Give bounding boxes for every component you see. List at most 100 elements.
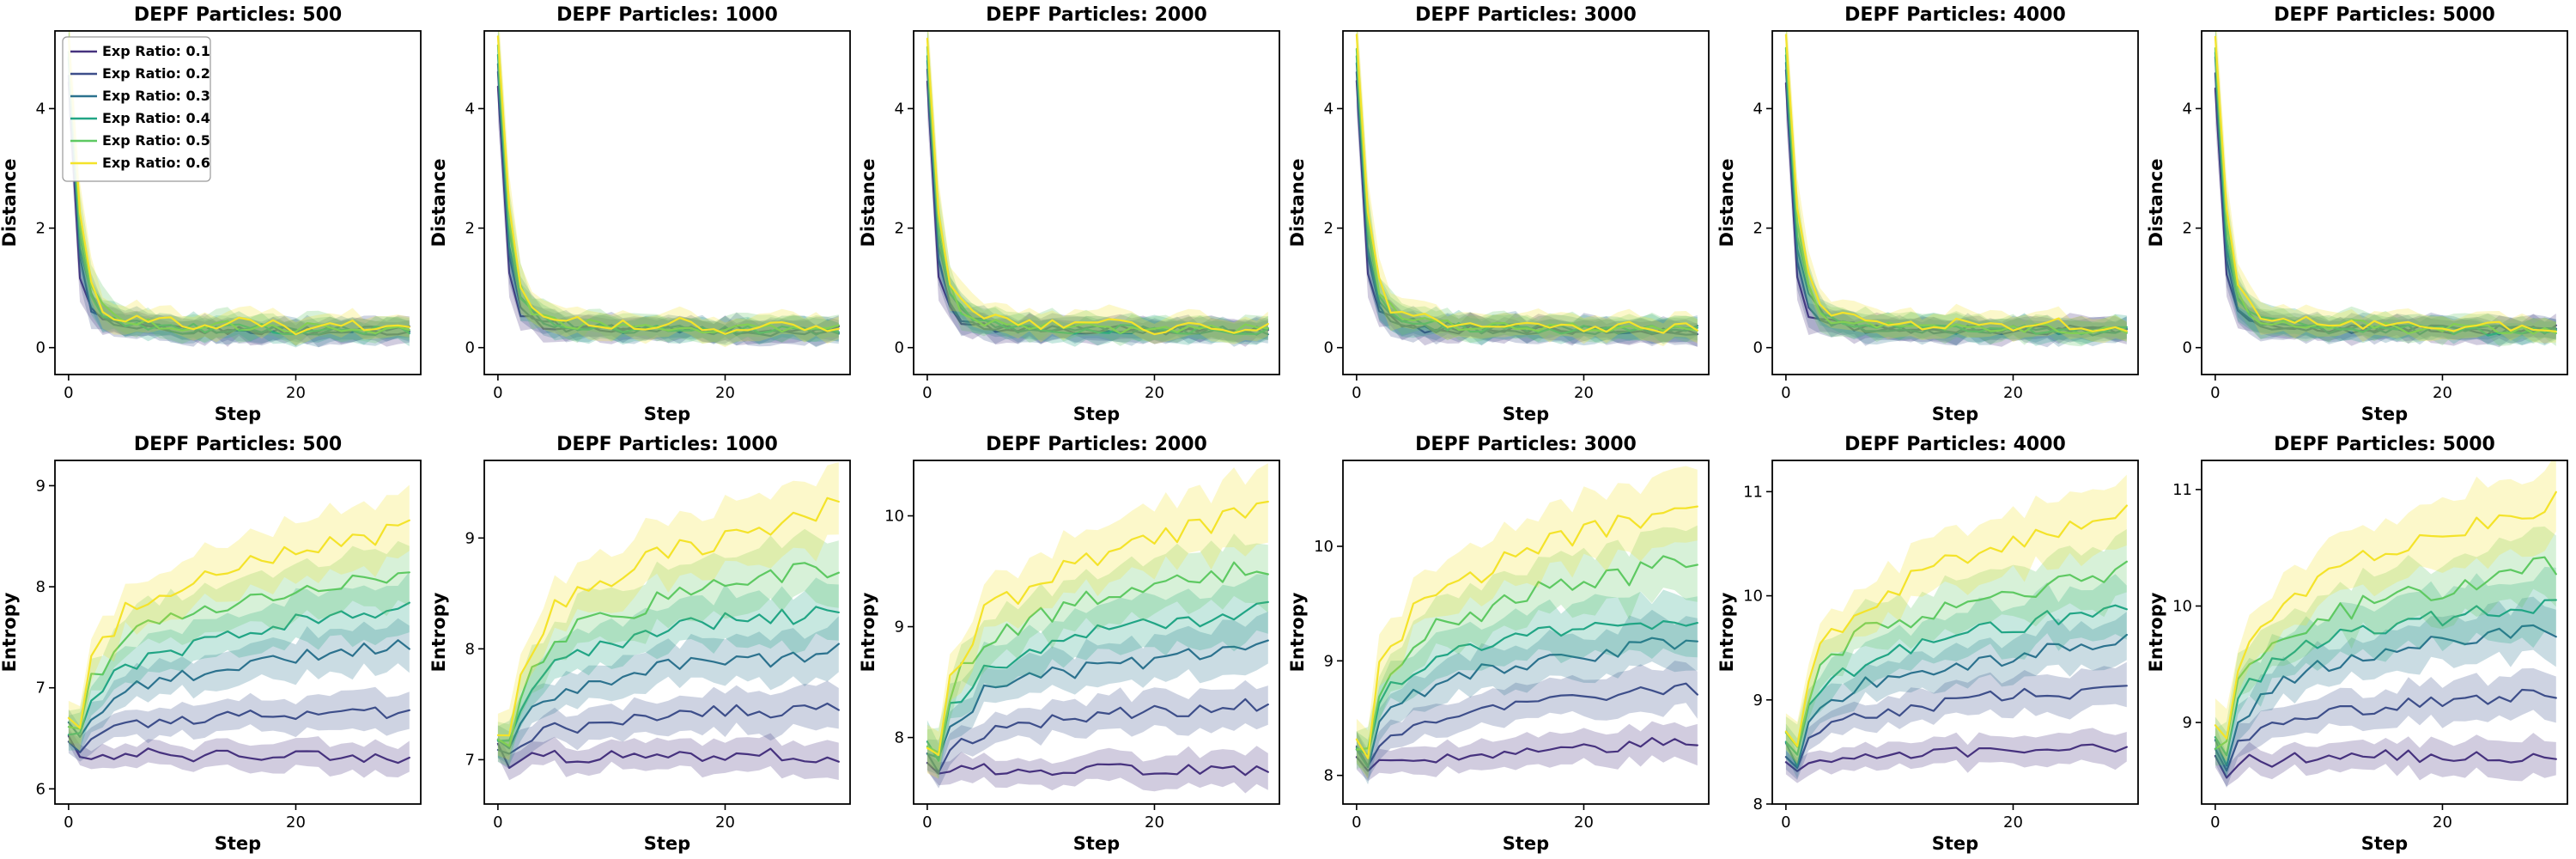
confidence-band [2215,566,2556,777]
axes-box [54,30,422,375]
plot-svg: DEPF Particles: 1000 Distance Step 0 2 4 0 20 [429,4,851,424]
y-tick-label: 0 [36,339,46,357]
series-line [1355,555,1698,751]
series-line [926,46,1269,335]
confidence-band [2215,460,2556,762]
series-line [1784,69,2128,336]
confidence-band [497,577,839,759]
panel-title: DEPF Particles: 2000 [986,4,1207,26]
chart-panel-distance-5000: DEPF Particles: 5000 Distance Step 0 2 4 0 20 [2147,0,2576,430]
legend-label: Exp Ratio: 0.4 [102,110,210,126]
confidence-band [927,612,1268,775]
chart-panel-distance-1000: DEPF Particles: 1000 Distance Step 0 2 4 0 20 [429,0,859,430]
x-tick-label: 20 [715,813,735,832]
series-line [926,80,1269,335]
confidence-band [2215,596,2556,778]
y-tick-label: 8 [465,640,475,658]
series-line [1355,637,1698,769]
y-tick-label: 0 [1753,339,1763,357]
axes-box [1342,30,1710,375]
series-group [67,31,410,348]
confidence-band [497,31,839,344]
y-tick-label: 4 [1324,100,1334,118]
legend-box [62,36,211,182]
y-tick-label: 7 [36,679,46,698]
x-axis-label: Step [1932,404,1978,424]
confidence-band [1785,612,2127,779]
confidence-band [927,37,1268,345]
panel-title: DEPF Particles: 4000 [1844,4,2066,26]
series-line [1784,46,2128,334]
x-tick-label: 0 [493,813,502,832]
chart-panel-entropy-4000: DEPF Particles: 4000 Entropy Step 8 9 10 11 0 20 [1717,430,2147,859]
confidence-band [2215,56,2556,346]
axes-box [913,30,1280,375]
series-line [67,706,410,753]
chart-panel-distance-3000: DEPF Particles: 3000 Distance Step 0 2 4 0 20 [1288,0,1717,430]
y-tick-label: 10 [2172,597,2192,615]
x-axis-label: Step [1073,404,1120,424]
legend-label: Exp Ratio: 0.6 [102,155,210,171]
y-tick-label: 11 [2172,481,2192,499]
y-tick-label: 2 [36,220,46,238]
confidence-band [927,463,1268,779]
series-line [2214,490,2557,740]
series-line [926,55,1269,335]
series-line [926,68,1269,336]
series-line [2214,52,2557,337]
confidence-band [497,528,839,768]
x-tick-label: 0 [1781,384,1790,402]
series-line [1355,682,1698,767]
x-tick-label: 20 [286,813,306,832]
series-line [1784,685,2128,769]
series-line [1355,34,1698,334]
confidence-band [2215,733,2556,787]
y-axis-label: Distance [2147,159,2166,247]
y-tick-label: 2 [465,220,475,238]
series-line [67,734,410,765]
series-line [1355,47,1698,333]
series-line [496,53,840,336]
series-line [926,500,1269,756]
plot-svg: DEPF Particles: 500 Distance Step 0 2 4 0 20 Exp… [0,4,422,424]
axes-box [1342,460,1710,805]
x-axis-label: Step [1503,404,1549,424]
y-tick-label: 6 [36,780,46,798]
x-axis-label: Step [2361,404,2408,424]
x-tick-label: 20 [2433,813,2452,832]
series-line [67,519,410,729]
confidence-band [1785,49,2127,347]
y-tick-label: 4 [2183,100,2192,118]
confidence-band [1356,31,1698,346]
y-axis-label: Entropy [429,592,449,672]
confidence-band [927,533,1268,771]
x-tick-label: 0 [922,384,932,402]
axes-box [54,460,422,805]
confidence-band [1356,31,1698,344]
x-tick-label: 0 [922,813,932,832]
y-tick-label: 0 [1324,339,1334,357]
confidence-band [1785,574,2127,771]
y-tick-label: 0 [2183,339,2192,357]
confidence-band [68,728,410,778]
confidence-band [1785,31,2127,344]
confidence-band [2215,31,2556,346]
series-line [67,36,410,336]
y-tick-label: 9 [1324,652,1334,670]
series-line [496,85,840,336]
y-tick-label: 8 [895,729,904,747]
series-line [67,601,410,736]
y-tick-label: 10 [1743,588,1763,606]
confidence-band [1356,466,1698,779]
series-group [1355,466,1698,785]
series-line [496,606,840,742]
series-group [67,484,410,778]
confidence-band [1785,474,2127,765]
confidence-band [2215,526,2556,766]
confidence-band [497,31,839,348]
panel-title: DEPF Particles: 3000 [1415,434,1637,455]
series-line [1784,34,2128,332]
legend-label: Exp Ratio: 0.1 [102,43,210,59]
axes-box [1771,30,2139,375]
y-tick-label: 9 [2183,714,2192,732]
